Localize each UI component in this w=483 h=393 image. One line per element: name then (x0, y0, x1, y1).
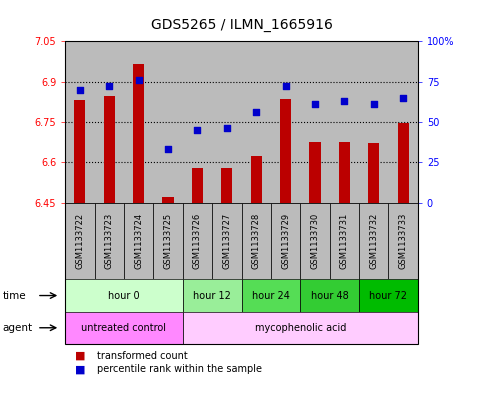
Bar (65, 279, 183, 312)
Bar (271, 203, 300, 279)
Text: GSM1133727: GSM1133727 (222, 213, 231, 269)
Bar (65, 41, 95, 203)
Bar (162, 197, 173, 203)
Bar (388, 41, 418, 203)
Point (105, 83, 113, 90)
Point (223, 125, 231, 132)
Bar (212, 203, 242, 279)
Bar (242, 41, 271, 203)
Bar (300, 279, 359, 312)
Text: hour 72: hour 72 (369, 290, 408, 301)
Text: GSM1133733: GSM1133733 (398, 213, 408, 269)
Bar (251, 156, 262, 203)
Text: time: time (2, 290, 26, 301)
Text: GSM1133722: GSM1133722 (75, 213, 85, 269)
Bar (95, 41, 124, 203)
Point (76, 86, 84, 93)
Bar (124, 203, 154, 279)
Bar (242, 279, 300, 312)
Bar (221, 168, 232, 203)
Text: untreated control: untreated control (82, 323, 167, 333)
Bar (124, 41, 154, 203)
Text: ■: ■ (75, 364, 85, 375)
Text: transformed count: transformed count (97, 351, 187, 361)
Bar (192, 168, 203, 203)
Text: GSM1133731: GSM1133731 (340, 213, 349, 269)
Point (370, 101, 378, 107)
Text: GSM1133724: GSM1133724 (134, 213, 143, 269)
Point (341, 98, 348, 104)
Bar (65, 312, 183, 344)
Bar (212, 41, 242, 203)
Text: hour 48: hour 48 (311, 290, 349, 301)
Bar (183, 41, 212, 203)
Bar (359, 203, 388, 279)
Bar (104, 96, 115, 203)
Point (194, 127, 201, 133)
Bar (368, 143, 379, 203)
Text: mycophenolic acid: mycophenolic acid (255, 323, 346, 333)
Text: hour 24: hour 24 (252, 290, 290, 301)
Text: agent: agent (2, 323, 32, 333)
Bar (359, 279, 418, 312)
Bar (339, 142, 350, 203)
Point (282, 83, 289, 90)
Bar (183, 312, 418, 344)
Text: GDS5265 / ILMN_1665916: GDS5265 / ILMN_1665916 (151, 18, 332, 32)
Bar (300, 203, 329, 279)
Bar (330, 41, 359, 203)
Text: GSM1133725: GSM1133725 (164, 213, 172, 269)
Bar (359, 41, 388, 203)
Bar (183, 203, 212, 279)
Bar (242, 203, 271, 279)
Bar (300, 41, 330, 203)
Bar (398, 123, 409, 203)
Bar (388, 203, 418, 279)
Text: ■: ■ (75, 351, 85, 361)
Point (311, 101, 319, 107)
Bar (74, 101, 85, 203)
Bar (329, 203, 359, 279)
Text: GSM1133729: GSM1133729 (281, 213, 290, 269)
Text: hour 12: hour 12 (193, 290, 231, 301)
Bar (280, 99, 291, 203)
Text: GSM1133726: GSM1133726 (193, 213, 202, 269)
Text: percentile rank within the sample: percentile rank within the sample (97, 364, 262, 375)
Bar (310, 142, 321, 203)
Bar (271, 41, 300, 203)
Text: GSM1133732: GSM1133732 (369, 213, 378, 269)
Bar (133, 64, 144, 203)
Text: GSM1133728: GSM1133728 (252, 213, 261, 269)
Bar (154, 41, 183, 203)
Text: GSM1133730: GSM1133730 (311, 213, 319, 269)
Bar (154, 203, 183, 279)
Bar (95, 203, 124, 279)
Point (164, 146, 172, 152)
Point (399, 95, 407, 101)
Point (252, 109, 260, 116)
Bar (65, 203, 95, 279)
Text: hour 0: hour 0 (108, 290, 140, 301)
Text: GSM1133723: GSM1133723 (105, 213, 114, 269)
Bar (183, 279, 242, 312)
Point (135, 77, 142, 83)
